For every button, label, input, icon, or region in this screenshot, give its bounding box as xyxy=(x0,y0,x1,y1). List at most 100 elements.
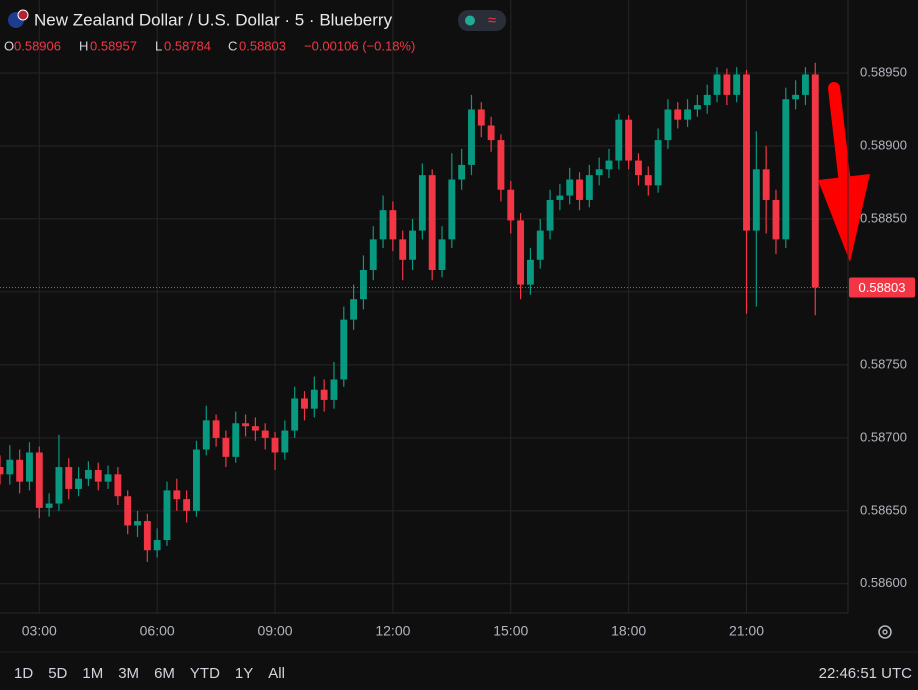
candle-body xyxy=(379,210,387,240)
candle-body xyxy=(222,437,230,457)
candle-body xyxy=(84,469,92,479)
range-button[interactable]: 1Y xyxy=(235,665,253,682)
candle-body xyxy=(772,199,780,240)
last-price-label: 0.58803 xyxy=(859,280,906,295)
clock: 22:46:51 UTC xyxy=(819,665,913,682)
candle-body xyxy=(625,119,633,161)
candle-body xyxy=(0,467,4,475)
arrow-annotation xyxy=(818,82,870,262)
ohlc-label: C xyxy=(228,38,237,53)
range-button[interactable]: 1D xyxy=(14,665,33,682)
range-button[interactable]: 1M xyxy=(82,665,103,682)
candle-body xyxy=(399,239,407,260)
candle-body xyxy=(468,109,475,165)
candle-body xyxy=(723,74,731,95)
candle-body xyxy=(134,521,141,526)
candle-body xyxy=(693,105,701,110)
candle-body xyxy=(576,179,583,200)
x-tick-label: 03:00 xyxy=(22,623,57,639)
candle-body xyxy=(674,109,682,120)
candle-body xyxy=(16,459,24,482)
x-tick-label: 12:00 xyxy=(375,623,410,639)
x-tick-label: 06:00 xyxy=(140,623,175,639)
candle-body xyxy=(664,109,672,141)
ohlc-label: L xyxy=(155,38,162,53)
candle-body xyxy=(507,189,515,221)
settings-icon[interactable] xyxy=(878,625,892,639)
candle-body xyxy=(261,430,269,438)
status-badge[interactable]: ≈ xyxy=(458,10,506,31)
candle-body xyxy=(752,169,760,231)
candle-body xyxy=(615,119,623,161)
candle-body xyxy=(75,478,83,489)
svg-text:≈: ≈ xyxy=(488,12,496,29)
x-tick-label: 09:00 xyxy=(258,623,293,639)
candle-body xyxy=(428,175,436,271)
y-tick-label: 0.58950 xyxy=(860,64,907,79)
candle-body xyxy=(684,109,692,120)
y-tick-label: 0.58900 xyxy=(860,137,907,152)
plot-area xyxy=(0,0,848,613)
candle-body xyxy=(251,426,259,431)
candle-body xyxy=(409,230,416,260)
x-tick-label: 18:00 xyxy=(611,623,646,639)
candle-body xyxy=(389,210,397,240)
ohlc-label: H xyxy=(79,38,88,53)
candle-body xyxy=(291,398,299,431)
candle-body xyxy=(163,490,171,541)
y-tick-label: 0.58750 xyxy=(860,356,907,371)
range-button[interactable]: 3M xyxy=(118,665,139,682)
candle-body xyxy=(448,179,456,240)
candle-body xyxy=(271,437,279,453)
x-tick-label: 21:00 xyxy=(729,623,764,639)
range-button[interactable]: 6M xyxy=(154,665,175,682)
candle-body xyxy=(143,521,151,551)
candle-body xyxy=(320,389,328,400)
y-tick-label: 0.58700 xyxy=(860,429,907,444)
candle-body xyxy=(310,389,318,409)
y-tick-label: 0.58850 xyxy=(860,210,907,225)
range-button[interactable]: YTD xyxy=(190,665,220,682)
candle-body xyxy=(497,140,505,190)
candle-body xyxy=(94,469,102,482)
candle-body xyxy=(350,299,358,320)
candle-body xyxy=(546,199,554,231)
candle-body xyxy=(536,230,544,260)
candle-body xyxy=(6,459,14,475)
candle-body xyxy=(644,175,652,186)
candle-body xyxy=(183,499,191,511)
candle-body xyxy=(477,109,485,126)
candle-body xyxy=(811,74,819,288)
candle-body xyxy=(733,74,741,95)
candle-body xyxy=(153,540,161,551)
symbol-flag xyxy=(8,9,29,28)
ohlc-label: O xyxy=(4,38,14,53)
range-button[interactable]: 5D xyxy=(48,665,67,682)
candle-body xyxy=(124,496,132,526)
range-bar: 1D 5D 1M 3M 6M YTD 1Y All xyxy=(14,665,285,682)
candle-body xyxy=(45,503,53,508)
range-button[interactable]: All xyxy=(268,665,285,682)
candle-body xyxy=(369,239,377,271)
candle-body xyxy=(173,490,181,500)
candle-body xyxy=(556,195,564,200)
candle-body xyxy=(635,160,642,176)
candle-body xyxy=(801,74,809,95)
candle-body xyxy=(438,239,446,271)
candle-body xyxy=(458,164,466,180)
candle-body xyxy=(65,467,73,489)
candle-body xyxy=(792,94,800,100)
candle-body xyxy=(703,94,711,106)
y-tick-label: 0.58600 xyxy=(860,575,907,590)
candle-body xyxy=(713,74,721,95)
candle-body xyxy=(595,169,603,176)
candle-body xyxy=(212,420,220,438)
candle-body xyxy=(517,220,525,285)
candle-body xyxy=(55,467,63,504)
candle-body xyxy=(202,420,210,450)
candle-body xyxy=(35,452,43,508)
candle-body xyxy=(301,398,308,409)
ohlc-value: 0.58957 xyxy=(90,38,137,53)
